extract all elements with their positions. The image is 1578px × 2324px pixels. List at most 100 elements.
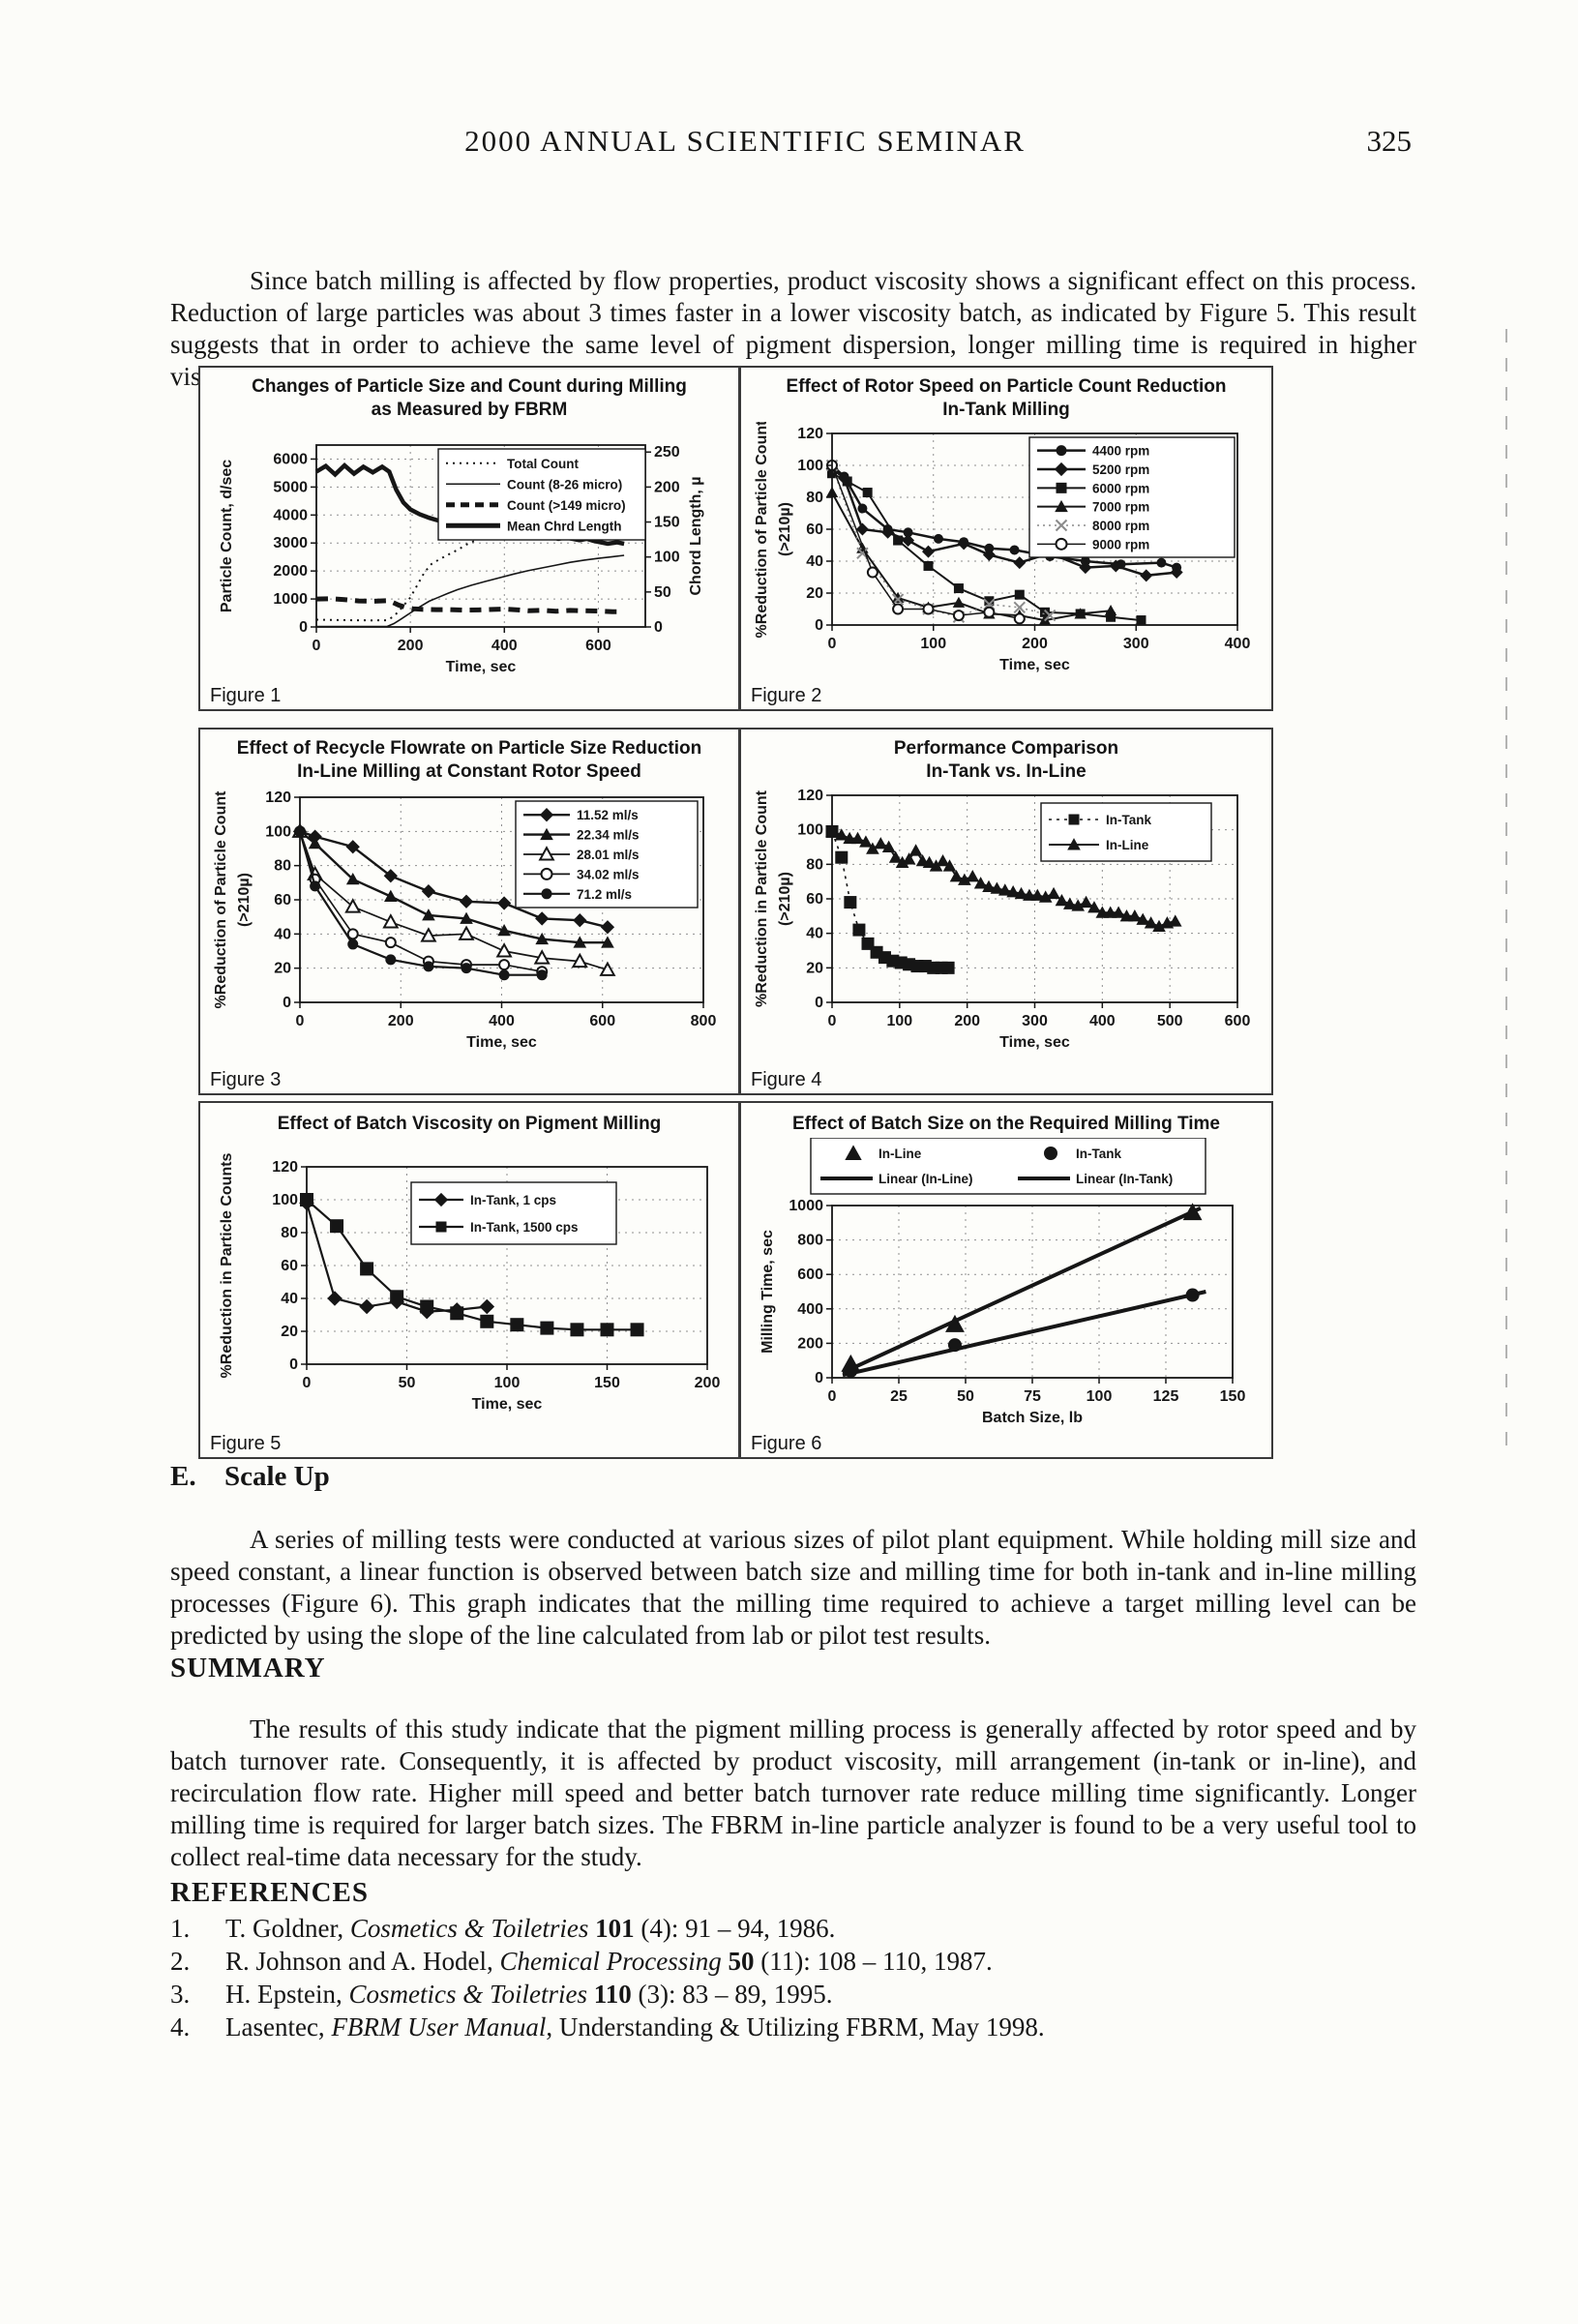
svg-text:60: 60: [806, 891, 823, 908]
figure-5-panel: Effect of Batch Viscosity on Pigment Mil…: [198, 1101, 740, 1459]
svg-text:11.52 ml/s: 11.52 ml/s: [577, 808, 639, 822]
svg-text:100: 100: [265, 823, 291, 840]
reference-item: 1. T. Goldner, Cosmetics & Toiletries 101…: [170, 1914, 836, 1943]
summary-paragraph: The results of this study indicate that …: [170, 1714, 1416, 1871]
figure-5-caption: Figure 5: [210, 1433, 282, 1454]
svg-text:In-Line: In-Line: [878, 1147, 922, 1161]
svg-text:300: 300: [1123, 636, 1149, 652]
svg-text:100: 100: [654, 550, 680, 566]
page-header: 2000 ANNUAL SCIENTIFIC SEMINAR: [464, 124, 1026, 158]
svg-text:%Reduction of Particle Count: %Reduction of Particle Count: [213, 790, 229, 1009]
svg-text:0: 0: [815, 995, 823, 1011]
svg-text:60: 60: [281, 1258, 298, 1274]
svg-text:9000 rpm: 9000 rpm: [1092, 537, 1149, 551]
figure-4-chart: 0 100 200 300 400 500 600 0 20 40 60 80 100 120 Time, …: [741, 784, 1271, 1064]
figure-3-chart: 0 200 400 600 800 0 20 40 60 80 100 120 Time, sec %Re…: [200, 784, 738, 1064]
figure-5-title: Effect of Batch Viscosity on Pigment Mil…: [277, 1114, 662, 1134]
svg-text:0: 0: [289, 1356, 298, 1373]
svg-text:250: 250: [654, 444, 680, 461]
svg-text:In-Tank: In-Tank: [1076, 1147, 1121, 1161]
svg-text:In-Tank: In-Tank: [1106, 813, 1151, 827]
svg-text:600: 600: [585, 638, 611, 654]
svg-text:600: 600: [1225, 1013, 1251, 1029]
svg-text:400: 400: [1225, 636, 1251, 652]
page-number: 325: [1366, 124, 1413, 158]
svg-text:300: 300: [1022, 1013, 1048, 1029]
figure-2-chart: 0 100 200 300 400 0 20 40 60 80 100 120 Time, sec %Re…: [741, 422, 1271, 685]
svg-text:40: 40: [274, 926, 291, 942]
svg-text:60: 60: [274, 892, 291, 909]
svg-text:0: 0: [296, 1013, 305, 1029]
svg-text:In-Line: In-Line: [1106, 838, 1149, 852]
figure-5-chart: 0 50 100 150 200 0 20 40 60 80 100 120 Time, sec %Red…: [200, 1138, 738, 1428]
svg-text:5000: 5000: [273, 479, 308, 495]
svg-text:0: 0: [815, 1370, 823, 1386]
summary-heading: SUMMARY: [170, 1653, 326, 1683]
svg-text:Mean Chrd Length: Mean Chrd Length: [507, 519, 622, 533]
svg-text:40: 40: [806, 553, 823, 570]
svg-text:Time, sec: Time, sec: [472, 1396, 543, 1413]
references-heading: REFERENCES: [170, 1877, 369, 1908]
figure-1-title: Changes of Particle Size and Count durin…: [252, 376, 687, 420]
svg-text:In-Tank, 1500 cps: In-Tank, 1500 cps: [470, 1220, 579, 1235]
reference-item: 4. Lasentec, FBRM User Manual, Understand…: [170, 2012, 1045, 2041]
svg-text:8000 rpm: 8000 rpm: [1092, 519, 1149, 533]
svg-text:200: 200: [695, 1375, 721, 1391]
figure-2-caption: Figure 2: [751, 685, 822, 706]
svg-text:400: 400: [489, 1013, 515, 1029]
svg-text:%Reduction of Particle Count: %Reduction of Particle Count: [754, 422, 770, 638]
svg-text:150: 150: [654, 515, 680, 531]
figure-4-caption: Figure 4: [751, 1069, 822, 1090]
svg-text:25: 25: [890, 1388, 908, 1405]
svg-text:%Reduction in Particle Counts: %Reduction in Particle Counts: [219, 1152, 235, 1378]
svg-text:800: 800: [797, 1233, 823, 1249]
svg-text:150: 150: [594, 1375, 620, 1391]
figure-1-chart: 0 200 400 600 0 1000 2000 3000 4000 5000 6000 0 50 10…: [200, 422, 738, 685]
svg-text:120: 120: [797, 788, 823, 804]
svg-text:50: 50: [654, 584, 671, 601]
svg-text:80: 80: [806, 490, 823, 506]
svg-text:6000 rpm: 6000 rpm: [1092, 481, 1149, 495]
svg-text:Particle Count, d/sec: Particle Count, d/sec: [219, 460, 235, 612]
svg-text:7000 rpm: 7000 rpm: [1092, 500, 1149, 515]
svg-text:0: 0: [828, 1013, 837, 1029]
svg-text:34.02 ml/s: 34.02 ml/s: [577, 867, 640, 881]
svg-text:Count (8-26 micro): Count (8-26 micro): [507, 477, 622, 492]
scale-up-paragraph: A series of milling tests were conducted…: [170, 1525, 1416, 1650]
svg-text:100: 100: [272, 1192, 298, 1208]
scale-up-heading: E. Scale Up: [170, 1461, 330, 1493]
figure-1-caption: Figure 1: [210, 685, 282, 706]
svg-text:20: 20: [806, 960, 823, 976]
svg-text:Time, sec: Time, sec: [999, 1034, 1070, 1051]
scan-artifact-line: [1505, 329, 1507, 1461]
figure-2-title: Effect of Rotor Speed on Particle Count …: [786, 376, 1227, 420]
svg-text:6000: 6000: [273, 451, 308, 467]
svg-text:Linear (In-Tank): Linear (In-Tank): [1076, 1172, 1173, 1186]
svg-text:600: 600: [589, 1013, 615, 1029]
svg-text:0: 0: [303, 1375, 312, 1391]
svg-text:200: 200: [797, 1335, 823, 1352]
svg-text:1000: 1000: [273, 591, 308, 608]
svg-text:4000: 4000: [273, 507, 308, 523]
svg-text:0: 0: [299, 619, 308, 636]
reference-item: 3. H. Epstein, Cosmetics & Toiletries 110…: [170, 1980, 833, 2009]
svg-text:Count (>149 micro): Count (>149 micro): [507, 498, 626, 513]
figure-6-title: Effect of Batch Size on the Required Mil…: [792, 1114, 1220, 1134]
figure-4-panel: Performance Comparison In-Tank vs. In-Li…: [739, 728, 1273, 1095]
svg-text:120: 120: [272, 1159, 298, 1176]
scale-up-heading-title: Scale Up: [224, 1461, 330, 1492]
figure-3-caption: Figure 3: [210, 1069, 282, 1090]
svg-text:120: 120: [797, 426, 823, 442]
svg-text:Linear (In-Line): Linear (In-Line): [878, 1172, 973, 1186]
svg-text:20: 20: [274, 961, 291, 977]
svg-text:200: 200: [1022, 636, 1048, 652]
svg-text:Chord Length, µ: Chord Length, µ: [688, 477, 704, 596]
references-list: 1. T. Goldner, Cosmetics & Toiletries 101…: [170, 1912, 1409, 2043]
svg-text:Total Count: Total Count: [507, 457, 579, 471]
svg-text:75: 75: [1024, 1388, 1041, 1405]
svg-text:Time, sec: Time, sec: [999, 657, 1070, 673]
svg-text:60: 60: [806, 521, 823, 538]
figure-6-chart: 0 25 50 75 100 125 150 0 200 400 600 800 1000 Batch S…: [741, 1138, 1271, 1432]
svg-text:200: 200: [388, 1013, 414, 1029]
